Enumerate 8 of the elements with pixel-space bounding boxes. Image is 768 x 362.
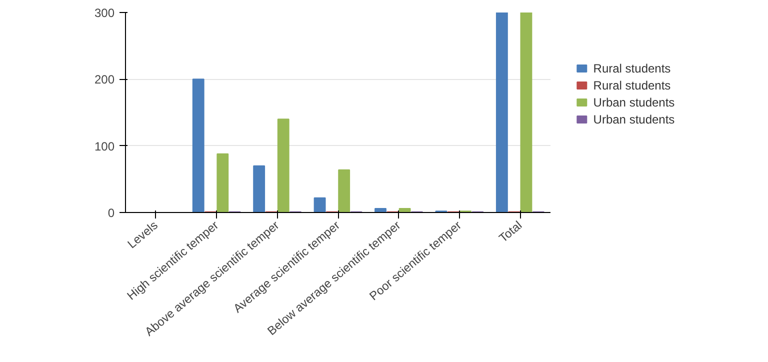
- y-tick-label: 100: [94, 139, 115, 154]
- y-tick-label: 0: [108, 206, 115, 220]
- legend-label: Urban students: [593, 112, 675, 126]
- y-tick-label: 300: [94, 6, 115, 20]
- legend-label: Rural students: [593, 62, 671, 76]
- legend-label: Rural students: [593, 78, 671, 92]
- legend-label: Urban students: [593, 96, 675, 110]
- y-tick-label: 200: [94, 72, 115, 87]
